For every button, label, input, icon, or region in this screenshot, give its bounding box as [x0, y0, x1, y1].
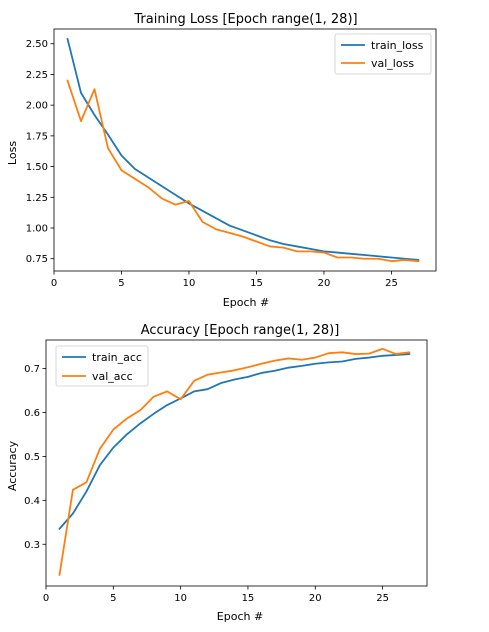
accuracy-y-tick-label: 0.7 [24, 364, 40, 375]
accuracy-y-tick-label: 0.3 [24, 540, 40, 551]
loss-x-tick-label: 0 [51, 278, 57, 289]
accuracy-x-tick-label: 15 [242, 593, 255, 604]
accuracy-y-tick-label: 0.4 [24, 496, 40, 507]
loss-legend: train_loss val_loss [335, 34, 431, 74]
accuracy-x-tick-label: 25 [376, 593, 389, 604]
loss-chart: Training Loss [Epoch range(1, 28)] 0 5 10 1… [6, 12, 436, 309]
accuracy-x-tick-label: 10 [174, 593, 187, 604]
loss-y-tick-label: 2.00 [26, 101, 48, 112]
accuracy-legend-label-val: val_acc [92, 370, 133, 383]
loss-x-tick-label: 25 [385, 278, 398, 289]
loss-x-tick-label: 20 [318, 278, 331, 289]
loss-y-tick-label: 1.00 [26, 224, 48, 235]
loss-y-tick-label: 1.50 [26, 162, 48, 173]
loss-x-tick-label: 15 [250, 278, 263, 289]
accuracy-legend: train_acc val_acc [56, 346, 148, 386]
loss-y-tick-label: 1.25 [26, 193, 48, 204]
loss-x-tick-label: 5 [118, 278, 124, 289]
accuracy-x-tick-label: 5 [110, 593, 116, 604]
accuracy-legend-label-train: train_acc [92, 351, 142, 364]
loss-y-axis-label: Loss [6, 141, 19, 165]
accuracy-y-tick-label: 0.6 [24, 408, 40, 419]
accuracy-chart-ticks: 0 5 10 15 20 25 0.3 0.4 0.5 0.6 0.7 [24, 364, 389, 604]
accuracy-x-axis-label: Epoch # [217, 610, 263, 623]
loss-y-tick-label: 0.75 [26, 254, 48, 265]
loss-legend-label-val: val_loss [371, 57, 414, 70]
accuracy-y-axis-label: Accuracy [6, 440, 19, 491]
accuracy-x-tick-label: 0 [43, 593, 49, 604]
loss-x-tick-label: 10 [183, 278, 196, 289]
accuracy-x-tick-label: 20 [309, 593, 322, 604]
accuracy-y-tick-label: 0.5 [24, 452, 40, 463]
loss-x-axis-label: Epoch # [223, 296, 269, 309]
accuracy-chart: Accuracy [Epoch range(1, 28)] 0 5 10 15 20 25… [6, 323, 427, 623]
loss-y-tick-label: 2.50 [26, 39, 48, 50]
loss-y-tick-label: 2.25 [26, 70, 48, 81]
loss-y-tick-label: 1.75 [26, 131, 48, 142]
accuracy-chart-title: Accuracy [Epoch range(1, 28)] [141, 323, 340, 338]
loss-chart-ticks: 0 5 10 15 20 25 0.75 1.00 1.25 1.50 1.75 2.00 2.25 2.… [26, 39, 398, 289]
loss-chart-title: Training Loss [Epoch range(1, 28)] [133, 12, 357, 27]
loss-series-val-loss [68, 81, 419, 262]
loss-legend-label-train: train_loss [371, 39, 424, 52]
